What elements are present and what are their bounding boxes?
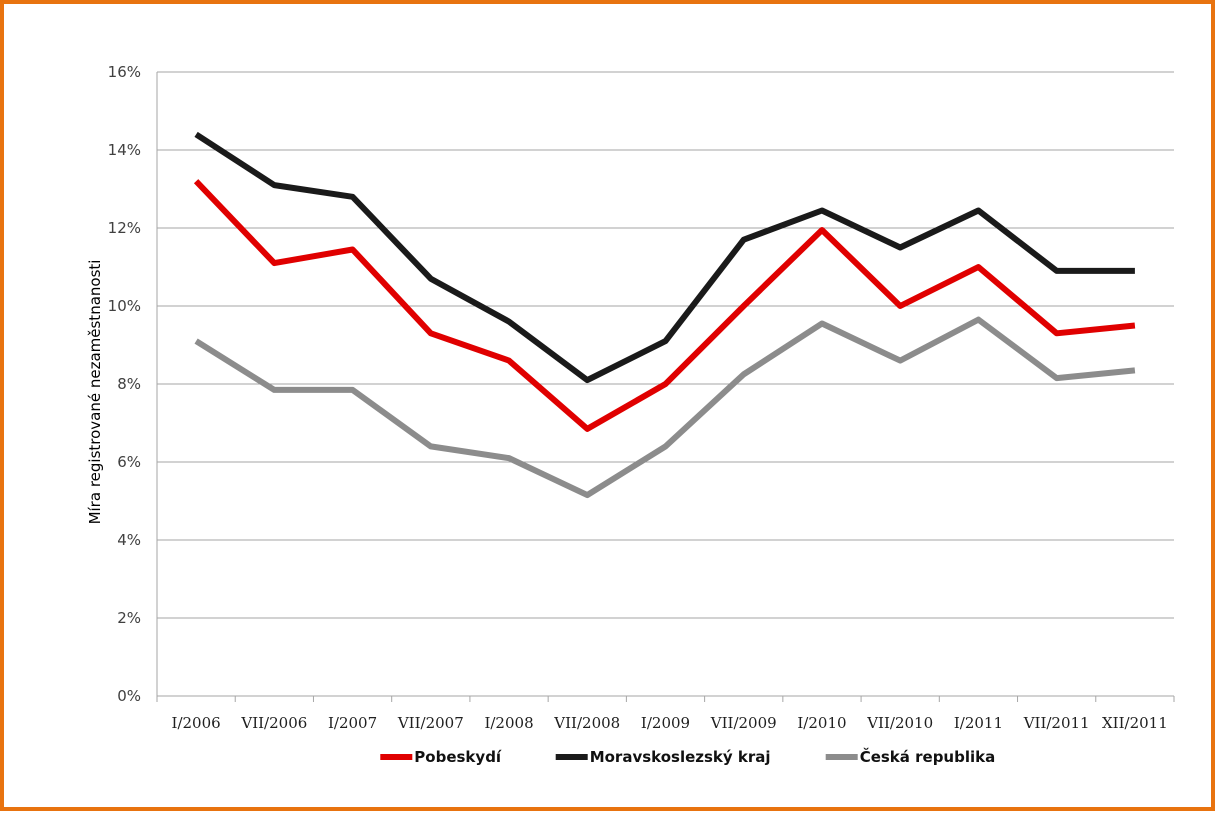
series-line [194, 131, 1135, 384]
series-line [194, 316, 1136, 499]
x-tick-label: I/2011 [954, 714, 1003, 732]
x-tick-label: XII/2011 [1102, 714, 1168, 732]
gridlines [157, 71, 1174, 619]
legend-label: Pobeskydí [414, 748, 502, 766]
y-tick-label: 4% [117, 531, 141, 549]
y-tick-label: 0% [117, 687, 141, 705]
y-tick-label: 14% [108, 141, 141, 159]
series-lines [193, 131, 1136, 499]
x-tick-label: VII/2010 [866, 714, 933, 732]
y-tick-label: 2% [117, 609, 141, 627]
y-tick-label: 10% [108, 297, 141, 315]
axes [156, 72, 1175, 702]
line-chart: 0%2%4%6%8%10%12%14%16% I/2006 VII/2006 I/2… [86, 63, 1175, 766]
series-line [193, 179, 1136, 432]
x-tick-label: VII/2008 [553, 714, 620, 732]
y-tick-label: 16% [108, 63, 141, 81]
legend-label: Moravskoslezský kraj [590, 748, 771, 766]
legend: Pobeskydí Moravskoslezský kraj Česká repub… [380, 747, 995, 766]
x-tick-label: I/2007 [328, 714, 377, 732]
x-tick-label: VII/2007 [397, 714, 464, 732]
y-axis-label: Míra registrované nezaměstnanosti [86, 260, 104, 525]
x-tick-label: I/2009 [641, 714, 690, 732]
x-tick-labels: I/2006 VII/2006 I/2007 VII/2007 I/2008 VII/20… [172, 714, 1168, 732]
y-tick-labels: 0% 2% 4% 6% 8% 10% 12% 14% 16% [108, 63, 141, 705]
y-tick-label: 6% [117, 453, 141, 471]
x-tick-label: VII/2011 [1023, 714, 1090, 732]
y-tick-label: 8% [117, 375, 141, 393]
x-tick-label: I/2010 [797, 714, 846, 732]
legend-label: Česká republika [860, 747, 996, 766]
x-tick-label: VII/2006 [240, 714, 307, 732]
x-tick-label: I/2006 [172, 714, 221, 732]
x-tick-label: VII/2009 [710, 714, 777, 732]
x-tick-label: I/2008 [484, 714, 533, 732]
y-tick-label: 12% [108, 219, 141, 237]
